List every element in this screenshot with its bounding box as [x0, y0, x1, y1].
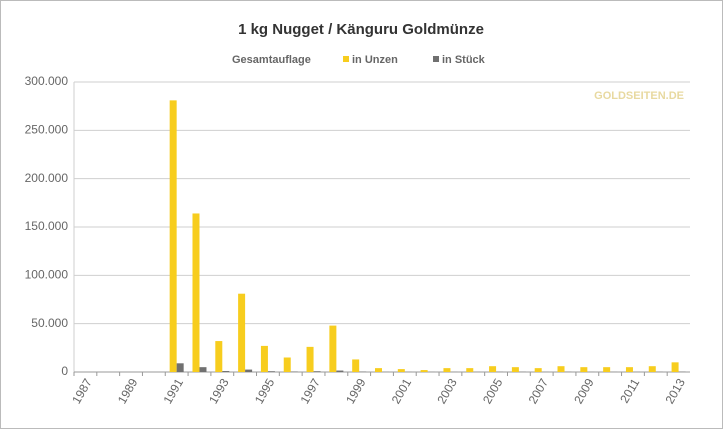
bar	[625, 367, 633, 372]
y-tick-label: 250.000	[25, 123, 69, 137]
bar	[260, 345, 268, 372]
bar	[671, 362, 679, 372]
bar	[238, 293, 246, 372]
y-tick-label: 150.000	[25, 219, 69, 233]
bar	[603, 367, 611, 372]
bar	[489, 366, 497, 372]
bar	[466, 368, 474, 372]
bar	[283, 357, 291, 372]
bar	[420, 370, 428, 372]
legend-label: in Stück	[442, 54, 486, 66]
bar	[375, 368, 382, 372]
bar	[222, 371, 230, 372]
watermark: GOLDSEITEN.DE	[594, 90, 684, 102]
bar	[313, 371, 321, 372]
bar	[511, 367, 519, 372]
y-tick-label: 50.000	[31, 316, 68, 330]
legend-title: Gesamtauflage	[232, 54, 311, 66]
legend-swatch	[433, 56, 439, 62]
legend-swatch	[343, 56, 349, 62]
bar	[199, 367, 207, 372]
y-tick-label: 300.000	[25, 74, 69, 88]
bar	[336, 370, 344, 372]
bar	[557, 366, 565, 372]
bar	[648, 366, 656, 372]
bar	[245, 369, 253, 372]
bar	[534, 368, 542, 372]
bar	[169, 100, 177, 372]
legend-label: in Unzen	[352, 54, 398, 66]
bar	[352, 359, 360, 372]
bar	[215, 341, 223, 372]
y-tick-label: 0	[61, 364, 68, 378]
bar	[329, 325, 337, 372]
bar	[176, 363, 184, 372]
bar	[192, 213, 200, 372]
bar	[306, 346, 314, 372]
bar	[267, 371, 275, 372]
bar	[580, 367, 588, 372]
bar	[443, 368, 451, 372]
y-tick-label: 100.000	[25, 268, 69, 282]
bar	[397, 369, 405, 372]
y-tick-label: 200.000	[25, 171, 69, 185]
chart-title: 1 kg Nugget / Känguru Goldmünze	[238, 21, 484, 38]
